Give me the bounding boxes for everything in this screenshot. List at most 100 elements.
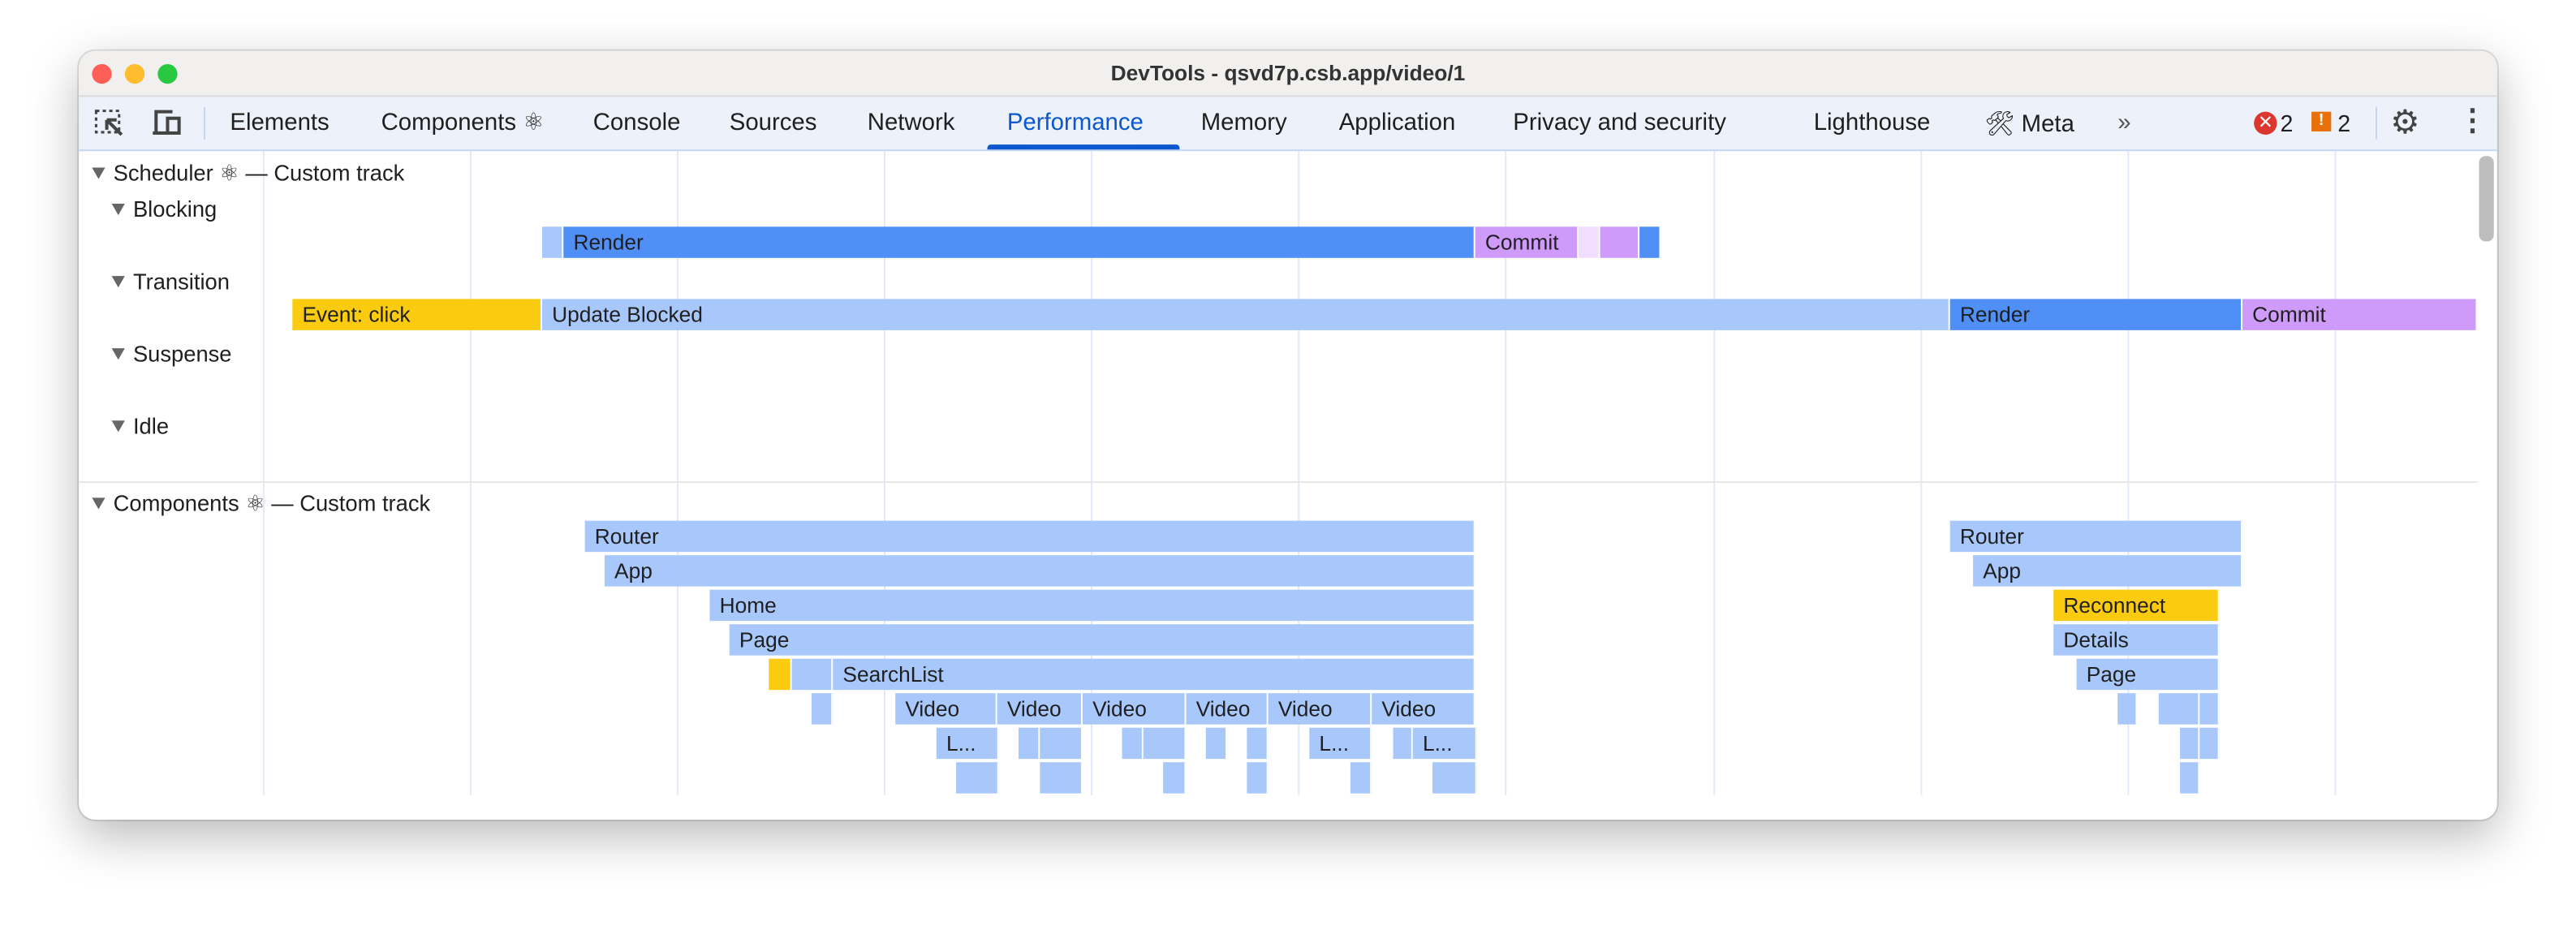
flame-bar[interactable]	[2117, 693, 2138, 725]
components-track-header[interactable]: Components ⚛ — Custom track	[92, 491, 430, 517]
flame-bar-home[interactable]: Home	[709, 589, 1475, 622]
chevrons-right-icon[interactable]: »	[2117, 110, 2131, 137]
active-tab-indicator	[987, 144, 1180, 150]
flame-bar[interactable]	[811, 693, 834, 725]
flame-bar-render[interactable]: Render	[1949, 299, 2243, 330]
flame-bar-event-click[interactable]: Event: click	[292, 299, 542, 330]
expand-triangle-icon	[111, 204, 125, 216]
flame-bar-video[interactable]: Video	[1082, 693, 1187, 725]
flame-bar[interactable]	[1122, 727, 1144, 760]
flame-bar-video[interactable]: Video	[1268, 693, 1372, 725]
track-label: Transition	[132, 269, 230, 295]
flame-bar-commit[interactable]: Commit	[2242, 299, 2478, 330]
flame-bar-app[interactable]: App	[604, 555, 1475, 587]
flame-bar-video[interactable]: Video	[1186, 693, 1269, 725]
scheduler-track-title: Scheduler ⚛ — Custom track	[113, 161, 405, 186]
expand-triangle-icon	[111, 420, 125, 433]
toolbar-divider	[2375, 106, 2378, 140]
flame-bar[interactable]	[791, 658, 834, 691]
flame-bar[interactable]	[1143, 727, 1187, 760]
flame-bar[interactable]	[2199, 693, 2220, 725]
tab-console[interactable]: Console	[592, 110, 681, 137]
gridline	[469, 151, 472, 795]
warning-icon[interactable]: !	[2311, 111, 2332, 131]
flame-bar-router[interactable]: Router	[584, 520, 1475, 553]
flame-bar[interactable]	[2199, 727, 2220, 760]
flame-bar-video[interactable]: Video	[895, 693, 997, 725]
flame-bar-page[interactable]: Page	[729, 624, 1475, 656]
flame-bar-commit[interactable]: Commit	[1475, 226, 1579, 258]
warning-count[interactable]: 2	[2337, 110, 2351, 137]
components-track-title: Components ⚛ — Custom track	[113, 491, 431, 516]
flame-bar-router[interactable]: Router	[1949, 520, 2243, 553]
flame-bar-video[interactable]: Video	[997, 693, 1083, 725]
flame-bar[interactable]	[1393, 727, 1413, 760]
tab-meta[interactable]: 🛠 Meta	[1984, 111, 2074, 139]
title-bar: DevTools - qsvd7p.csb.app/video/1	[79, 50, 2497, 97]
kebab-menu-icon[interactable]: ⋮	[2458, 103, 2488, 137]
tab-application[interactable]: Application	[1338, 110, 1456, 137]
gridline	[2127, 151, 2130, 795]
flame-bar-video[interactable]: Video	[1372, 693, 1475, 725]
tab-performance[interactable]: Performance	[1006, 110, 1144, 137]
gridline	[1920, 151, 1923, 795]
tab-components[interactable]: Components ⚛	[381, 110, 545, 137]
track-label: Idle	[132, 414, 170, 439]
flame-bar[interactable]	[769, 658, 792, 691]
error-count[interactable]: 2	[2280, 110, 2294, 137]
flame-bar-update-blocked[interactable]: Update Blocked	[541, 299, 1950, 330]
maximize-window-button[interactable]	[157, 63, 178, 84]
tab-lighthouse[interactable]: Lighthouse	[1813, 110, 1931, 137]
track-blocking[interactable]: Blocking	[111, 197, 217, 222]
tab-elements[interactable]: Elements	[230, 110, 330, 137]
flame-bar[interactable]	[1600, 226, 1640, 258]
flame-bar[interactable]	[1639, 226, 1661, 258]
devtools-window: DevTools - qsvd7p.csb.app/video/1 Elemen…	[79, 50, 2497, 820]
scrollbar-thumb[interactable]	[2479, 156, 2494, 242]
flame-bar-page[interactable]: Page	[2076, 658, 2220, 691]
gridline	[2334, 151, 2337, 795]
flame-bar[interactable]	[1205, 727, 1228, 760]
flame-bar[interactable]	[541, 226, 564, 258]
flame-bar[interactable]	[1247, 727, 1269, 760]
flame-bar[interactable]	[2180, 727, 2200, 760]
flame-bar-l-trunc[interactable]: L...	[1309, 727, 1372, 760]
flame-bar[interactable]	[1163, 762, 1187, 794]
tab-memory[interactable]: Memory	[1200, 110, 1287, 137]
scheduler-track-header[interactable]: Scheduler ⚛ — Custom track	[92, 161, 404, 187]
minimize-window-button[interactable]	[124, 63, 145, 84]
error-icon[interactable]: ✕	[2254, 111, 2277, 135]
flame-bar[interactable]	[1040, 762, 1083, 794]
flame-bar[interactable]	[1019, 727, 1040, 760]
track-transition[interactable]: Transition	[111, 269, 230, 295]
inspect-element-icon[interactable]	[93, 109, 126, 138]
track-label: Suspense	[132, 342, 232, 367]
track-idle[interactable]: Idle	[111, 414, 170, 439]
flame-bar[interactable]	[1040, 727, 1083, 760]
toolbar-divider	[204, 106, 206, 140]
tab-privacy-and-security[interactable]: Privacy and security	[1513, 110, 1726, 137]
flame-bar-details[interactable]: Details	[2053, 624, 2220, 656]
flame-bar[interactable]	[1350, 762, 1372, 794]
gridline	[1713, 151, 1716, 795]
flame-bar[interactable]	[1247, 762, 1269, 794]
gear-icon[interactable]: ⚙	[2390, 105, 2420, 142]
performance-timeline[interactable]: Scheduler ⚛ — Custom track Blocking Tran…	[79, 151, 2497, 820]
flame-bar[interactable]	[2180, 762, 2200, 794]
flame-bar[interactable]	[1432, 762, 1477, 794]
flame-bar-app[interactable]: App	[1973, 555, 2243, 587]
tab-sources[interactable]: Sources	[729, 110, 817, 137]
flame-bar[interactable]	[956, 762, 999, 794]
flame-bar-l-trunc[interactable]: L...	[936, 727, 999, 760]
track-suspense[interactable]: Suspense	[111, 342, 232, 367]
flame-bar[interactable]	[1579, 226, 1600, 258]
close-window-button[interactable]	[92, 63, 112, 84]
device-toolbar-icon[interactable]	[151, 109, 183, 138]
flame-bar-reconnect[interactable]: Reconnect	[2053, 589, 2220, 622]
flame-bar-searchlist[interactable]: SearchList	[833, 658, 1475, 691]
expand-triangle-icon	[92, 497, 106, 510]
tab-network[interactable]: Network	[867, 110, 955, 137]
flame-bar-l-trunc[interactable]: L...	[1412, 727, 1477, 760]
flame-bar-render[interactable]: Render	[563, 226, 1475, 258]
flame-bar[interactable]	[2158, 693, 2200, 725]
